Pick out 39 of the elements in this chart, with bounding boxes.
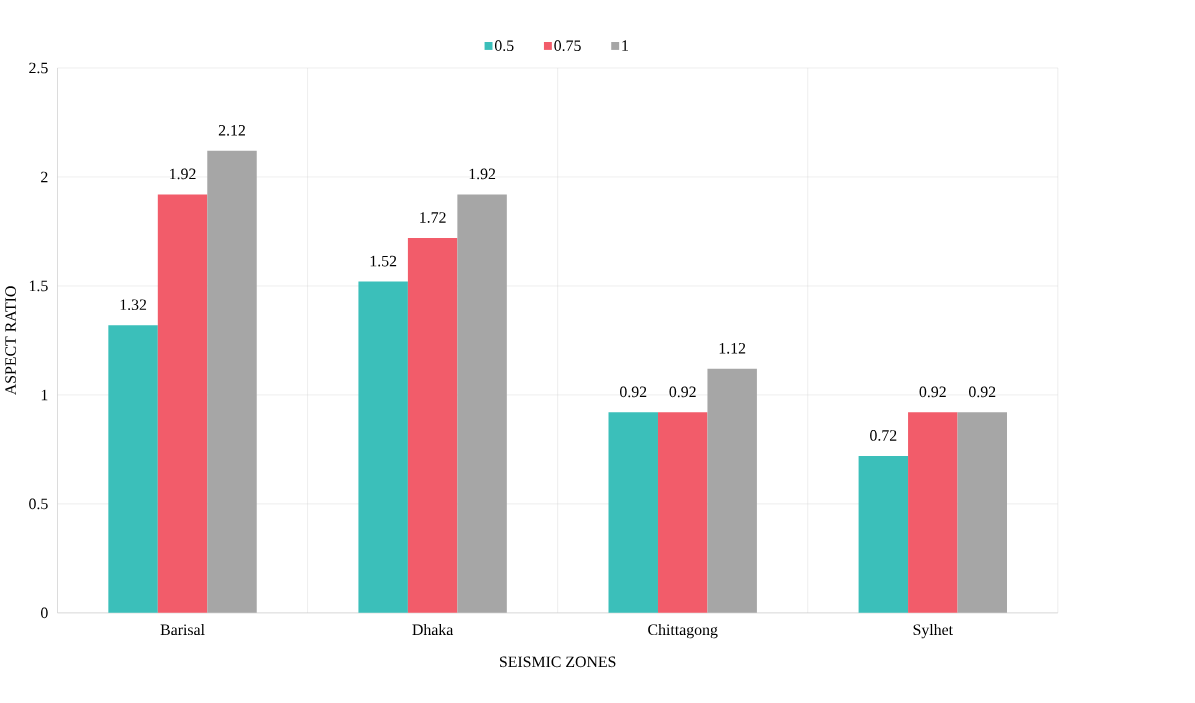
bar [157, 194, 208, 613]
y-tick-label: 0.5 [29, 498, 48, 510]
data-label: 1.92 [469, 168, 496, 180]
data-label: 0.92 [919, 386, 946, 398]
bar [108, 325, 158, 613]
bar [858, 455, 909, 613]
y-tick-label: 2.5 [29, 62, 48, 74]
y-tick-label: 2 [41, 171, 48, 183]
data-label: 1.52 [370, 255, 397, 267]
data-label: 1.12 [719, 342, 746, 354]
bar [957, 412, 1007, 613]
data-label: 1.32 [120, 299, 147, 310]
bar [358, 281, 408, 613]
data-label: 0.92 [619, 386, 647, 398]
legend-label: 0.75 [554, 40, 581, 51]
data-label: 1.92 [170, 168, 196, 180]
bar [407, 237, 458, 613]
y-axis-title: ASPECT RATIO [5, 286, 16, 395]
bar [657, 412, 708, 613]
data-label: 0.92 [969, 386, 996, 398]
legend-label: 0.5 [494, 40, 514, 51]
y-tick-label: 1.5 [29, 280, 48, 292]
data-label: 2.12 [218, 124, 245, 136]
bar [207, 150, 257, 613]
data-label: 0.72 [870, 429, 897, 441]
bar [707, 368, 757, 613]
x-tick-label: Barisal [160, 623, 205, 635]
x-tick-label: Sylhet [913, 623, 953, 639]
x-axis-title: SEISMIC ZONES [500, 656, 616, 668]
data-label: 0.92 [669, 386, 696, 398]
legend-label: 1 [622, 40, 628, 51]
x-tick-label: Dhaka [412, 623, 454, 635]
y-tick-label: 1 [41, 389, 48, 401]
bar [457, 194, 507, 613]
x-tick-label: Chittagong [648, 623, 718, 639]
data-label: 1.72 [420, 212, 446, 223]
y-tick-label: 0 [41, 607, 48, 619]
bar [908, 412, 958, 613]
bar [608, 412, 658, 613]
